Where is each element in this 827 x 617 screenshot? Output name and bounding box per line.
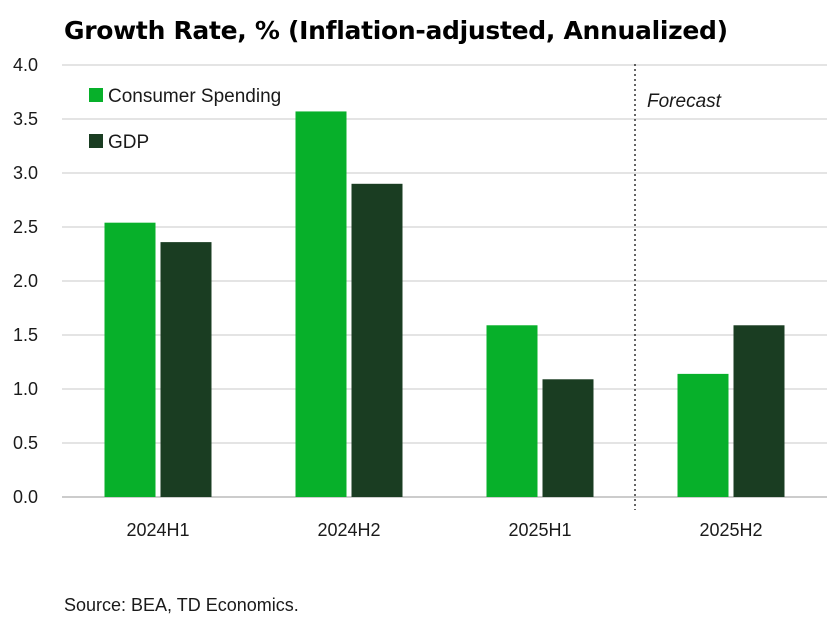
legend-label: Consumer Spending [108, 86, 281, 107]
legend-swatch [89, 88, 103, 102]
y-tick-label: 1.0 [13, 379, 38, 399]
y-tick-label: 4.0 [13, 55, 38, 75]
bar-gdp-2024h1 [160, 242, 212, 497]
y-tick-label: 3.5 [13, 109, 38, 129]
x-tick-label: 2025H1 [508, 520, 571, 540]
forecast-annotation: Forecast [647, 91, 722, 112]
bar-consumer-spending-2025h2 [677, 373, 729, 497]
y-tick-label: 0.5 [13, 433, 38, 453]
bar-consumer-spending-2024h1 [104, 222, 156, 497]
y-axis-ticks: 0.0 0.5 1.0 1.5 2.0 2.5 3.0 3.5 4.0 [13, 55, 38, 507]
legend-label: GDP [108, 132, 149, 153]
y-tick-label: 3.0 [13, 163, 38, 183]
bar-consumer-spending-2024h2 [295, 111, 347, 497]
bar-consumer-spending-2025h1 [486, 325, 538, 497]
y-tick-label: 1.5 [13, 325, 38, 345]
y-tick-label: 2.0 [13, 271, 38, 291]
bar-gdp-2025h2 [733, 325, 785, 497]
legend-swatch [89, 134, 103, 148]
chart-title: Growth Rate, % (Inflation-adjusted, Annu… [64, 16, 728, 45]
y-tick-label: 0.0 [13, 487, 38, 507]
bar-series [104, 111, 785, 498]
y-tick-label: 2.5 [13, 217, 38, 237]
x-tick-label: 2025H2 [699, 520, 762, 540]
bar-gdp-2025h1 [542, 379, 594, 497]
legend: Consumer Spending GDP [89, 86, 281, 153]
bar-gdp-2024h2 [351, 183, 403, 498]
x-axis-ticks: 2024H1 2024H2 2025H1 2025H2 [126, 520, 762, 540]
x-tick-label: 2024H1 [126, 520, 189, 540]
x-tick-label: 2024H2 [317, 520, 380, 540]
source-note: Source: BEA, TD Economics. [64, 595, 299, 615]
